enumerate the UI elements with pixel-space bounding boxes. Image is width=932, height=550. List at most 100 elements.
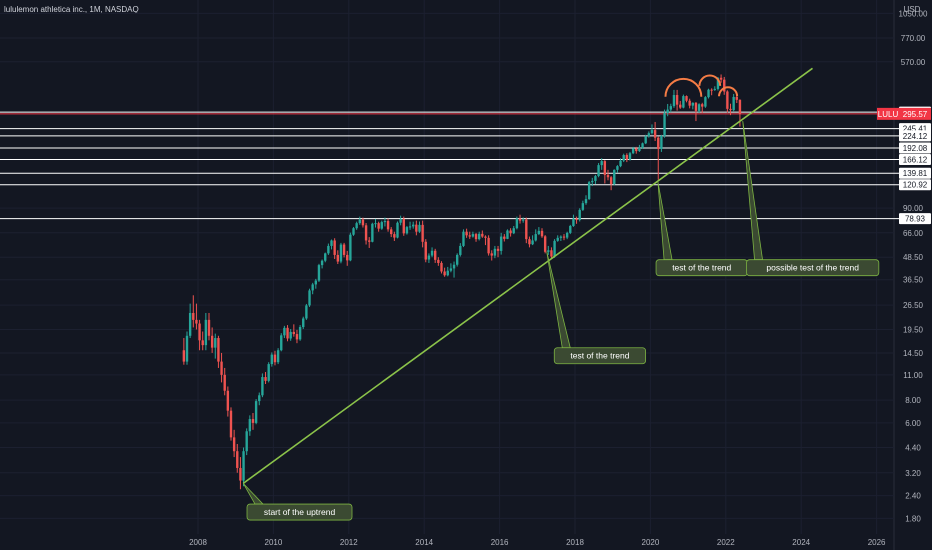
candle-body [581,203,585,210]
candle-body [499,236,503,251]
candle-body [421,224,424,242]
candle-body [477,233,481,240]
candle-body [364,225,368,241]
candle-body [295,334,299,340]
annotation-box [553,347,647,365]
level-label: 78.93 [905,215,926,224]
x-tick-label: 2014 [415,538,433,547]
candle-body [415,224,418,232]
candle-body [185,335,189,362]
grid-layer [0,0,894,534]
candle-body [355,223,358,229]
candle-body [597,165,600,177]
candle-body [311,284,314,291]
candle-body [254,401,258,423]
annotations: start of the uptrend test of the trend tes… [242,120,880,521]
candle-body [493,248,497,256]
horizontal-levels [0,111,900,220]
candle-body [459,245,462,255]
candle-body [487,237,490,254]
chart-title: lululemon athletica inc., 1M, NASDAQ [4,5,139,14]
candle-body [273,354,277,363]
pattern-arc [718,86,739,97]
candle-body [528,239,531,245]
annotation-box [746,259,880,277]
candle-body [204,319,208,346]
candle-body [726,91,729,109]
candle-body [217,338,220,362]
level-label: 166.12 [903,156,928,165]
symbol-tag-bg [877,107,899,120]
candle-body [474,234,478,240]
candle-body [606,174,610,178]
candle-body [565,232,569,238]
candle-body [349,234,352,261]
candle-body [286,327,289,339]
candle-body [342,244,346,255]
candle-body [591,180,594,183]
candle-body [327,245,330,254]
candle-body [587,182,591,200]
candle-body [320,260,324,266]
candle-body [710,89,713,91]
pattern-arcs [664,74,739,97]
candle-body [232,437,236,452]
candle-body [559,236,563,238]
candle-body [198,323,201,341]
x-tick-label: 2024 [792,538,810,547]
y-tick-label: 14.50 [903,349,924,358]
candle-body [418,224,421,232]
candle-body [543,236,547,252]
candle-body [267,364,270,381]
y-tick-label: 90.00 [903,204,924,213]
candle-body [440,262,443,272]
candle-body [653,130,657,138]
y-tick-label: 770.00 [901,34,926,43]
candle-body [210,335,214,348]
candle-body [650,130,654,134]
level-label-bg [899,154,931,166]
candle-body [609,177,613,185]
candle-body [660,135,663,149]
candle-body [214,338,217,348]
candle-body [380,222,383,229]
y-tick-label: 1.80 [905,514,921,523]
candle-body [735,96,738,100]
candle-body [600,161,603,166]
candle-body [443,271,446,276]
candle-body [679,104,682,108]
currency-label: USD [904,5,921,14]
candle-body [207,319,211,336]
level-label: 224.12 [903,132,928,141]
candle-body [732,96,735,111]
candle-body [462,231,465,246]
level-label-bg [899,213,931,225]
pattern-arc [664,77,703,97]
candle-body [390,229,393,235]
candle-body [305,305,308,319]
y-tick-label: 3.20 [905,469,921,478]
y-tick-label: 4.40 [905,444,921,453]
candle-body [553,240,556,257]
candle-body [371,223,374,242]
x-tick-label: 2008 [189,538,207,547]
price-axis-labels: 302.37245.41224.12192.08166.12139.81120.… [877,106,931,225]
current-price-label-bg [899,107,931,120]
candle-body [437,259,440,263]
candle-body [704,97,707,107]
candle-body [352,228,355,235]
candle-body [455,254,459,265]
candle-body [644,136,647,144]
candle-body [346,254,349,261]
candle-body [675,95,679,105]
candle-body [330,240,333,246]
level-label-bg [899,130,931,142]
candle-body [220,361,223,375]
candle-body [534,234,537,241]
candle-body [465,231,468,236]
trendline [242,67,813,484]
x-tick-label: 2016 [491,538,509,547]
candle-body [647,133,651,137]
candle-body [248,419,252,432]
